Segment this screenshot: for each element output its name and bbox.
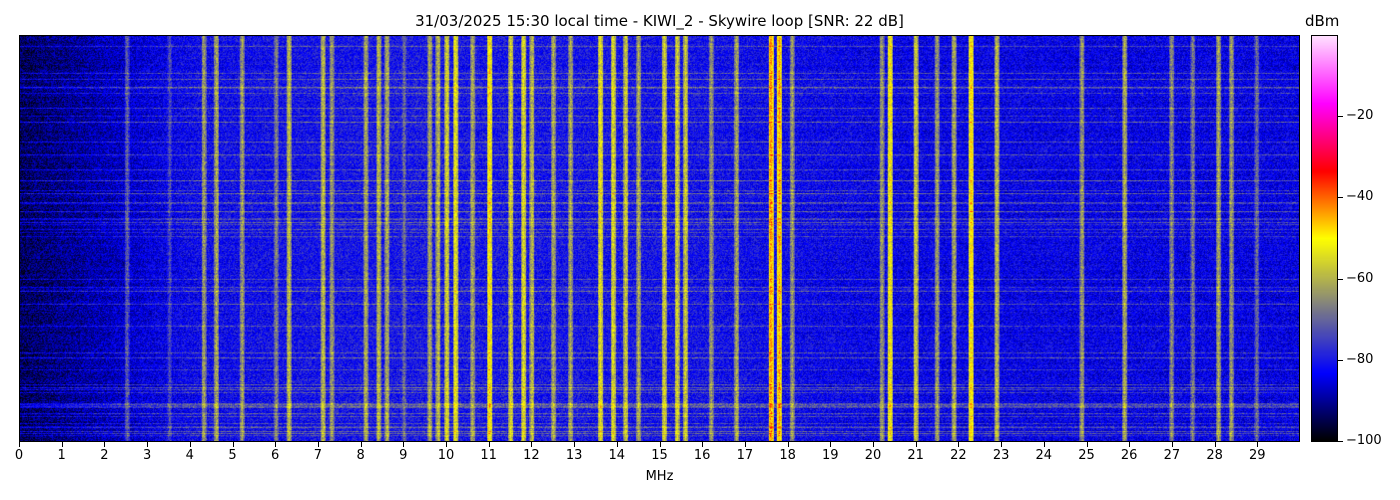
x-tick-label: 13 <box>565 448 583 463</box>
x-tick-label: 26 <box>1120 448 1138 463</box>
colorbar-tick-label: −40 <box>1346 189 1374 205</box>
colorbar-tick-mark <box>1338 441 1343 442</box>
x-tick-label: 8 <box>356 448 365 463</box>
x-tick-label: 21 <box>907 448 924 463</box>
x-tick-label: 27 <box>1163 448 1181 463</box>
x-tick-mark <box>147 442 149 447</box>
colorbar <box>1311 35 1338 442</box>
x-tick-label: 3 <box>142 448 152 463</box>
x-tick-mark <box>787 442 789 447</box>
x-tick-label: 5 <box>228 448 237 463</box>
x-tick-label: 20 <box>864 448 882 463</box>
x-tick-label: 1 <box>57 448 66 463</box>
x-tick-label: 12 <box>523 448 540 463</box>
x-tick-mark <box>61 442 63 447</box>
x-tick-mark <box>830 442 832 447</box>
x-tick-label: 19 <box>822 448 839 463</box>
x-tick-mark <box>873 442 874 447</box>
x-tick-mark <box>1086 442 1088 447</box>
colorbar-tick-label: −80 <box>1346 351 1374 367</box>
x-tick-label: 10 <box>437 448 455 463</box>
x-tick-mark <box>275 442 277 447</box>
x-tick-mark <box>1129 442 1131 447</box>
x-tick-mark <box>317 442 319 447</box>
x-tick-label: 17 <box>736 448 754 463</box>
x-tick-label: 9 <box>399 448 408 463</box>
colorbar-tick-label: −20 <box>1346 108 1374 124</box>
x-tick-label: 24 <box>1035 448 1053 463</box>
x-tick-label: 11 <box>480 448 497 463</box>
x-tick-label: 14 <box>608 448 626 463</box>
x-tick-mark <box>915 442 917 447</box>
colorbar-tick-mark <box>1338 116 1343 118</box>
x-tick-label: 16 <box>693 448 711 463</box>
x-tick-label: 25 <box>1078 448 1095 463</box>
x-tick-mark <box>488 442 490 447</box>
x-tick-label: 4 <box>185 448 194 463</box>
x-tick-label: 22 <box>950 448 967 463</box>
x-tick-mark <box>403 442 405 447</box>
x-tick-label: 15 <box>651 448 668 463</box>
x-tick-mark <box>958 442 960 447</box>
x-tick-mark <box>104 442 106 447</box>
x-tick-mark <box>744 442 746 447</box>
x-tick-label: 7 <box>313 448 323 463</box>
x-tick-mark <box>1214 442 1216 447</box>
x-tick-mark <box>446 442 447 447</box>
x-tick-label: 18 <box>779 448 796 463</box>
colorbar-tick-label: −60 <box>1346 270 1374 286</box>
x-tick-mark <box>702 442 704 447</box>
colorbar-tick-mark <box>1338 278 1343 280</box>
x-tick-mark <box>659 442 661 447</box>
x-tick-label: 2 <box>100 448 109 463</box>
x-tick-label: 29 <box>1249 448 1266 463</box>
x-tick-mark <box>574 442 576 447</box>
x-tick-mark <box>531 442 533 447</box>
colorbar-tick-mark <box>1338 197 1343 199</box>
chart-title: 31/03/2025 15:30 local time - KIWI_2 - S… <box>415 12 904 30</box>
x-tick-label: 28 <box>1206 448 1223 463</box>
colorbar-tick-label: −100 <box>1346 433 1382 448</box>
x-tick-label: 6 <box>271 448 280 463</box>
waterfall-heatmap <box>19 35 1300 442</box>
x-tick-mark <box>1001 442 1003 447</box>
x-tick-mark <box>1171 442 1173 447</box>
x-tick-mark <box>1257 442 1259 447</box>
x-tick-mark <box>1043 442 1045 447</box>
colorbar-tick-mark <box>1338 359 1343 361</box>
x-tick-label: 0 <box>14 448 24 463</box>
x-axis-label: MHz <box>645 469 674 484</box>
colorbar-unit-label: dBm <box>1305 12 1340 30</box>
x-tick-label: 23 <box>992 448 1010 463</box>
x-tick-mark <box>360 442 362 447</box>
x-tick-mark <box>19 442 20 447</box>
x-tick-mark <box>616 442 618 447</box>
x-tick-mark <box>189 442 191 447</box>
x-tick-mark <box>232 442 234 447</box>
